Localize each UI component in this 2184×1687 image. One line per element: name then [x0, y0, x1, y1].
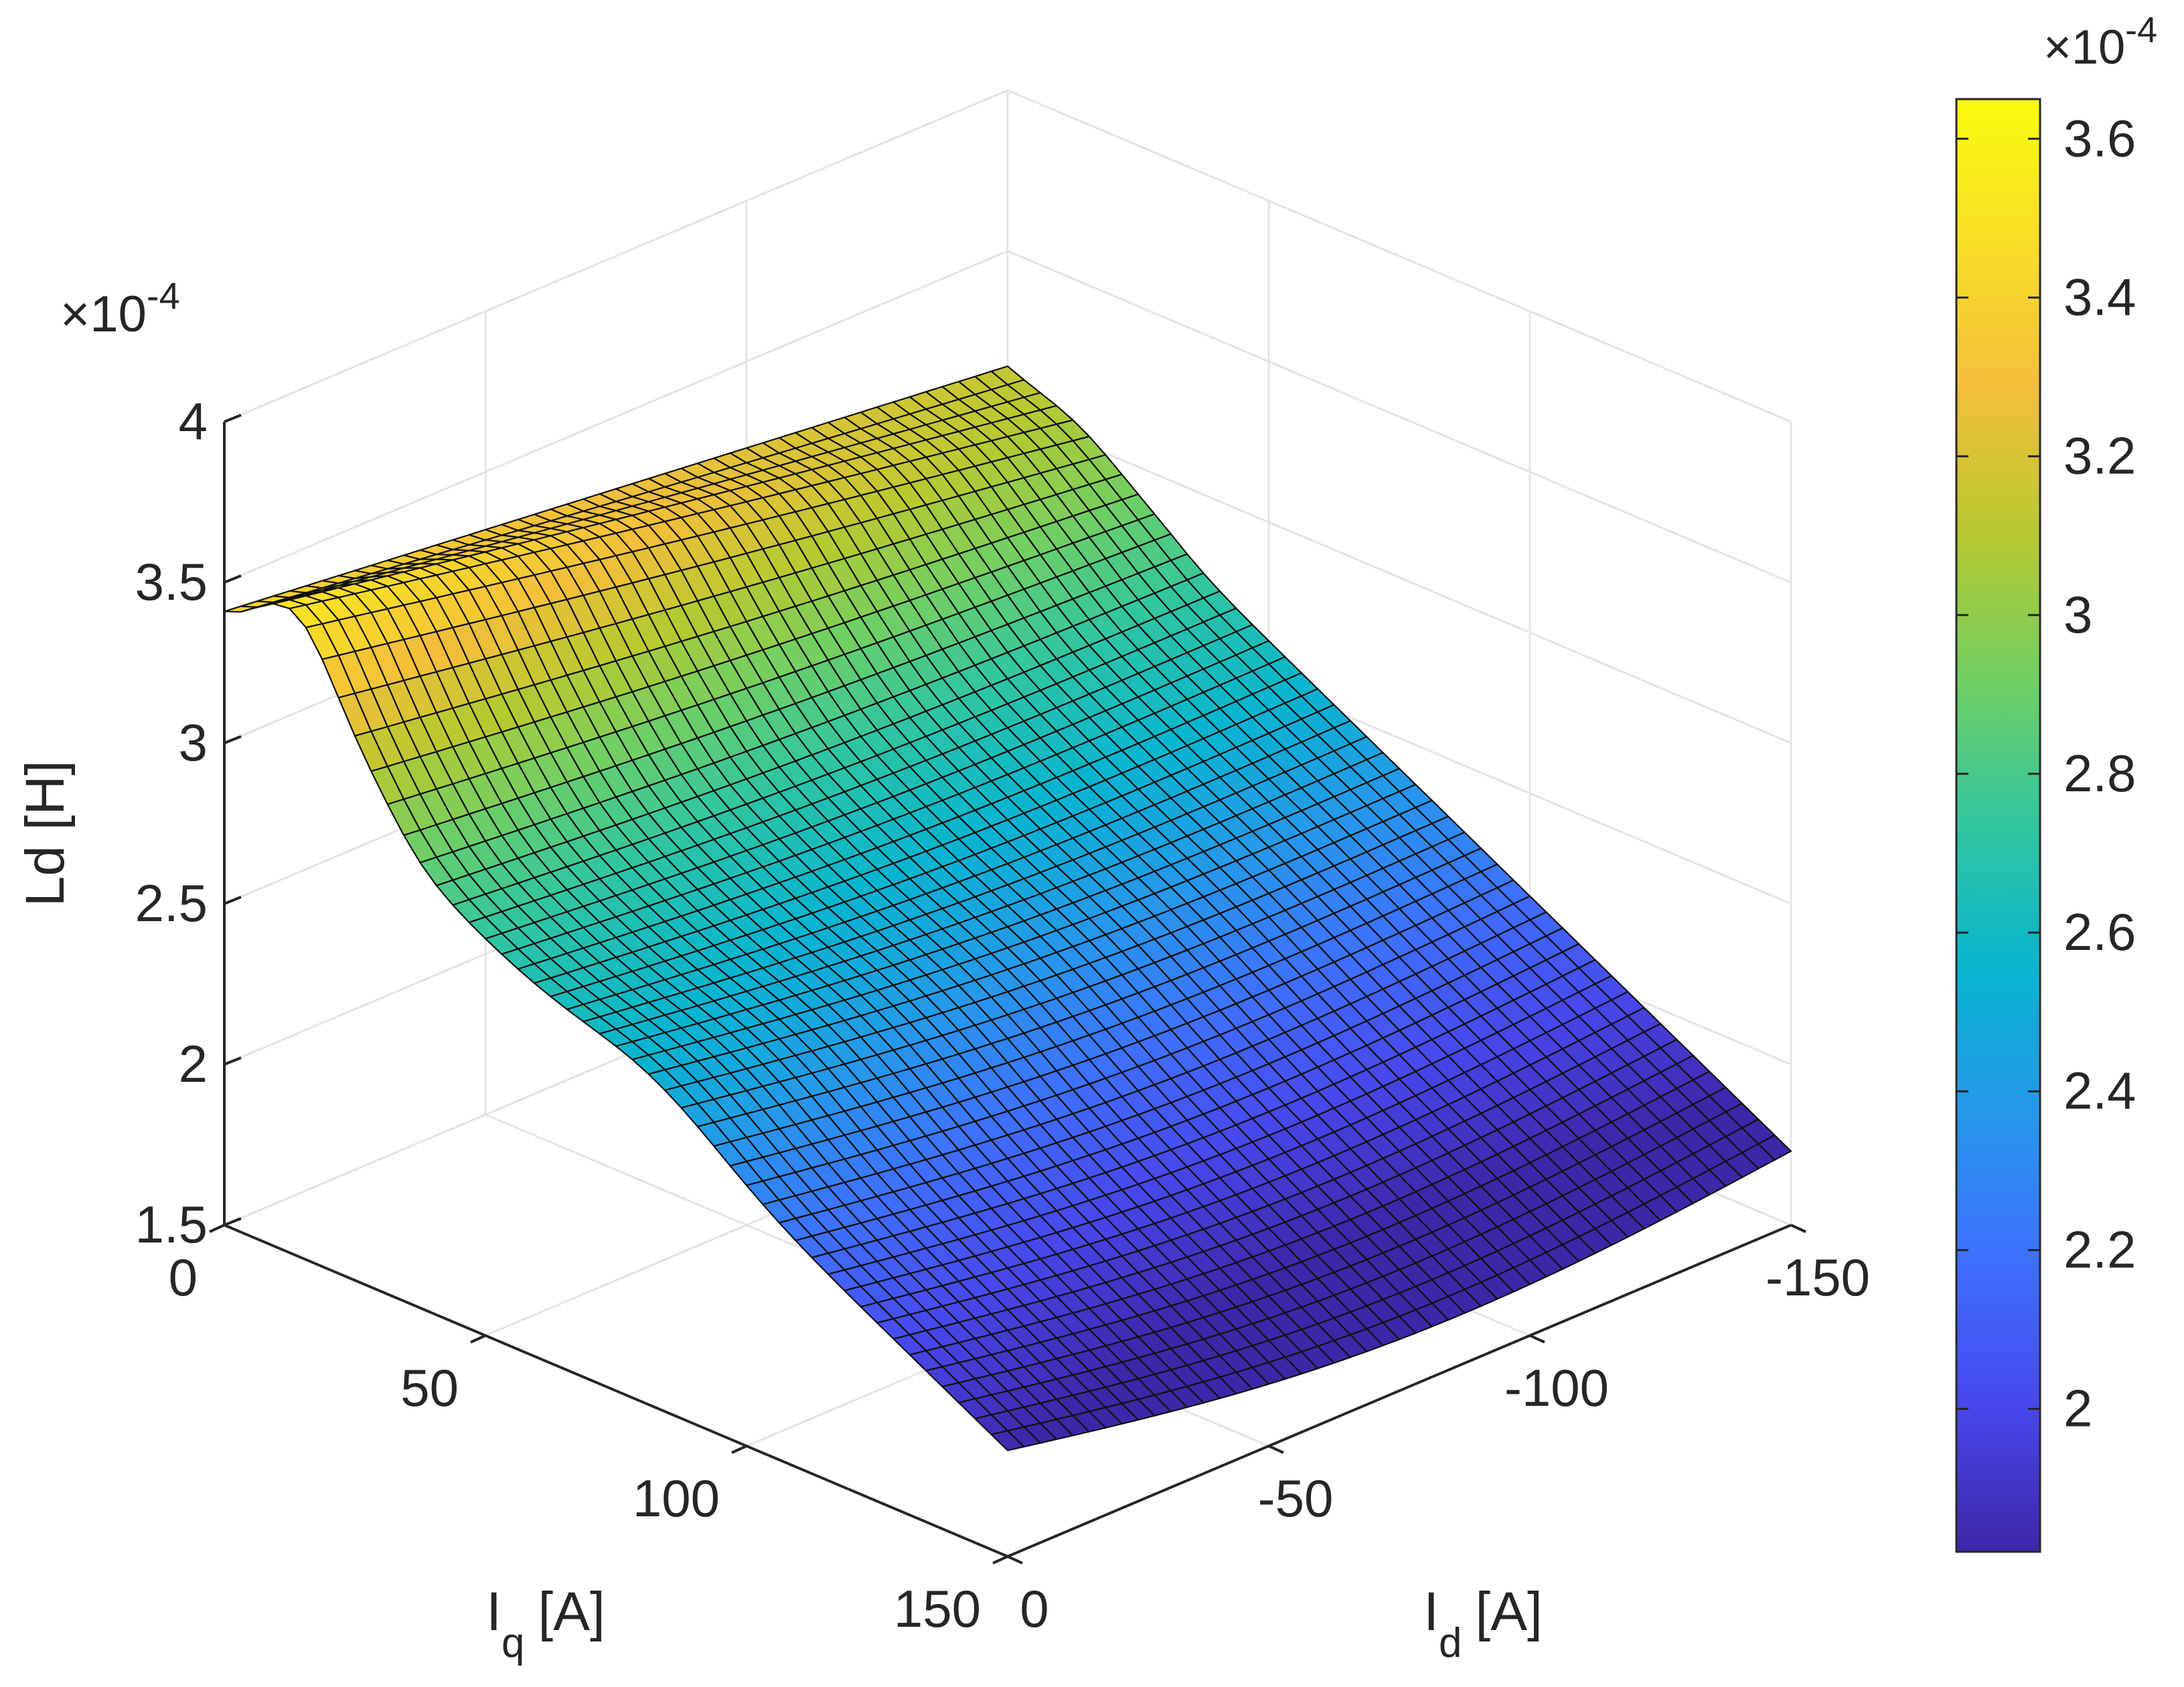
x-tick-label: 0	[1020, 1579, 1048, 1638]
colorbar-tick-label: 2.2	[2063, 1220, 2136, 1279]
colorbar-tick-label: 2.6	[2063, 902, 2136, 961]
z-tick-label: 2	[179, 1034, 208, 1093]
y-tick-mark	[992, 1555, 1008, 1564]
z-tick-mark	[224, 574, 242, 584]
x-axis-label: Id[A]	[1423, 1581, 1543, 1666]
y-axis-line	[224, 1224, 1008, 1558]
x-tick-label: -100	[1504, 1358, 1609, 1417]
z-exponent-label: ×10-4	[60, 274, 180, 343]
surface-mesh	[223, 365, 1792, 1451]
x-tick-mark	[1007, 1555, 1023, 1564]
x-tick-mark	[1790, 1224, 1806, 1233]
x-tick-mark	[1268, 1445, 1284, 1454]
y-tick-label: 100	[633, 1469, 720, 1528]
grid-line	[1007, 250, 1792, 584]
colorbar-tick-label: 3	[2063, 585, 2092, 644]
colorbar-exponent-label: ×10-4	[2043, 10, 2157, 74]
colorbar-tick-label: 2	[2063, 1379, 2092, 1438]
colorbar-tick-label: 2.8	[2063, 744, 2136, 803]
z-tick-label: 3.5	[135, 552, 208, 611]
y-tick-mark	[209, 1224, 225, 1233]
z-tick-mark	[224, 735, 242, 744]
y-tick-label: 50	[400, 1358, 459, 1417]
z-axis-label: Ld [H]	[15, 760, 76, 907]
y-tick-label: 0	[169, 1248, 198, 1307]
grid-line	[224, 250, 1008, 584]
y-axis-label: Iq[A]	[486, 1581, 605, 1666]
colorbar-tick-label: 3.2	[2063, 426, 2136, 485]
colorbar	[1955, 98, 2041, 1553]
z-tick-label: 1.5	[135, 1195, 208, 1254]
z-tick-label: 4	[179, 392, 208, 451]
x-axis-line	[1007, 1224, 1792, 1558]
x-tick-label: -150	[1766, 1248, 1870, 1307]
x-tick-label: -50	[1258, 1469, 1334, 1528]
surface-patch	[990, 1430, 1025, 1451]
grid-line	[224, 89, 1008, 423]
y-tick-mark	[470, 1334, 486, 1344]
x-tick-mark	[1529, 1334, 1545, 1344]
tick-labels: 1.5 2 2.5 3 3.5 4 0 50 100 150 0 -50 -100 -150	[135, 392, 1871, 1638]
y-tick-mark	[731, 1445, 747, 1454]
z-tick-label: 3	[179, 713, 208, 772]
colorbar-ticks: 2 2.2 2.4 2.6 2.8 3 3.2 3.4 3.6	[1956, 108, 2136, 1438]
colorbar-tick-label: 2.4	[2063, 1061, 2136, 1120]
z-tick-mark	[224, 1056, 242, 1066]
colorbar-tick-label: 3.6	[2063, 108, 2136, 167]
z-tick-mark	[224, 896, 242, 905]
axes-lines	[223, 422, 1792, 1558]
svg-text:×10-4: ×10-4	[60, 274, 180, 343]
y-tick-label: 150	[894, 1579, 981, 1638]
z-tick-mark	[224, 1217, 242, 1226]
colorbar-tick-label: 3.4	[2063, 267, 2136, 326]
z-tick-label: 2.5	[135, 874, 208, 933]
z-tick-mark	[224, 414, 242, 423]
svg-text:×10-4: ×10-4	[2043, 10, 2157, 74]
grid-line	[1007, 89, 1792, 423]
grid-line	[1007, 410, 1792, 744]
